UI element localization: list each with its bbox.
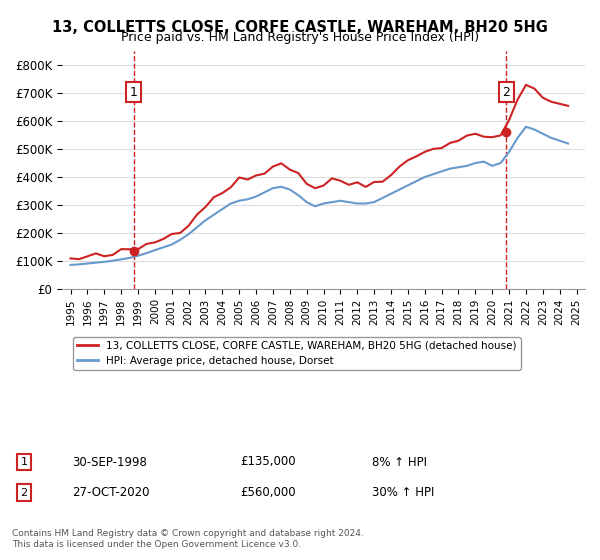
Text: £560,000: £560,000: [240, 486, 296, 500]
Text: 27-OCT-2020: 27-OCT-2020: [72, 486, 149, 500]
Text: 13, COLLETTS CLOSE, CORFE CASTLE, WAREHAM, BH20 5HG: 13, COLLETTS CLOSE, CORFE CASTLE, WAREHA…: [52, 20, 548, 35]
Text: 30% ↑ HPI: 30% ↑ HPI: [372, 486, 434, 500]
Text: 1: 1: [130, 86, 138, 99]
Text: 8% ↑ HPI: 8% ↑ HPI: [372, 455, 427, 469]
Text: £135,000: £135,000: [240, 455, 296, 469]
Text: Contains HM Land Registry data © Crown copyright and database right 2024.
This d: Contains HM Land Registry data © Crown c…: [12, 529, 364, 549]
Text: 1: 1: [20, 457, 28, 467]
Legend: 13, COLLETTS CLOSE, CORFE CASTLE, WAREHAM, BH20 5HG (detached house), HPI: Avera: 13, COLLETTS CLOSE, CORFE CASTLE, WAREHA…: [73, 337, 521, 370]
Text: Price paid vs. HM Land Registry's House Price Index (HPI): Price paid vs. HM Land Registry's House …: [121, 31, 479, 44]
Text: 2: 2: [20, 488, 28, 498]
Text: 2: 2: [502, 86, 510, 99]
Text: 30-SEP-1998: 30-SEP-1998: [72, 455, 147, 469]
